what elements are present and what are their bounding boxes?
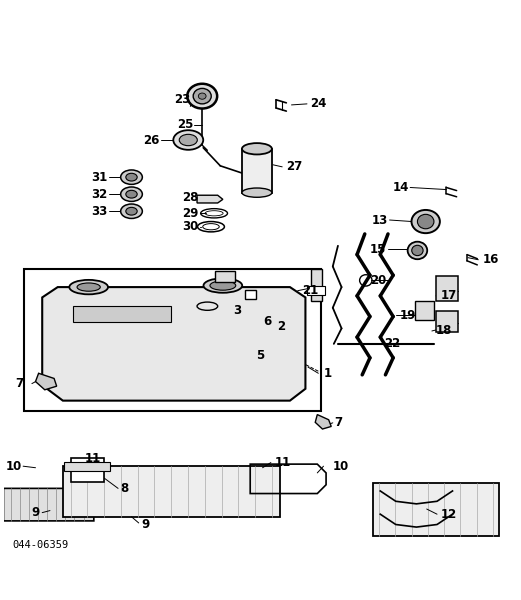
Text: 6: 6 bbox=[264, 315, 272, 328]
Text: 10: 10 bbox=[5, 460, 21, 473]
Text: 10: 10 bbox=[333, 460, 349, 473]
Polygon shape bbox=[315, 415, 331, 429]
Ellipse shape bbox=[210, 281, 236, 290]
Text: 27: 27 bbox=[287, 160, 303, 173]
Text: 32: 32 bbox=[92, 188, 108, 200]
Bar bbox=[73, 306, 171, 322]
Ellipse shape bbox=[412, 245, 423, 256]
Text: 23: 23 bbox=[174, 93, 190, 106]
Ellipse shape bbox=[69, 280, 108, 295]
Bar bbox=[71, 458, 104, 482]
Polygon shape bbox=[35, 373, 57, 390]
Bar bbox=[245, 290, 256, 299]
Polygon shape bbox=[4, 488, 94, 521]
Bar bbox=[24, 269, 321, 411]
Ellipse shape bbox=[179, 134, 197, 146]
Text: 22: 22 bbox=[384, 337, 401, 350]
Bar bbox=[436, 311, 457, 332]
Ellipse shape bbox=[121, 204, 142, 218]
Text: 5: 5 bbox=[256, 349, 265, 362]
Text: 7: 7 bbox=[15, 377, 23, 390]
Polygon shape bbox=[42, 287, 305, 401]
Ellipse shape bbox=[412, 210, 440, 233]
Text: 15: 15 bbox=[370, 243, 387, 256]
Ellipse shape bbox=[77, 283, 100, 291]
Bar bbox=[65, 462, 110, 472]
Text: 12: 12 bbox=[441, 508, 457, 521]
Text: 11: 11 bbox=[85, 452, 101, 466]
Text: 17: 17 bbox=[441, 289, 457, 302]
Bar bbox=[311, 269, 322, 301]
Polygon shape bbox=[373, 483, 499, 536]
Ellipse shape bbox=[126, 190, 137, 198]
Text: 30: 30 bbox=[182, 220, 199, 233]
Text: 8: 8 bbox=[121, 482, 129, 495]
Text: 7: 7 bbox=[334, 416, 342, 430]
Bar bbox=[436, 276, 457, 301]
Ellipse shape bbox=[126, 208, 137, 215]
Text: 33: 33 bbox=[92, 205, 108, 218]
Text: 1: 1 bbox=[324, 367, 332, 380]
Bar bbox=[242, 149, 272, 193]
Ellipse shape bbox=[407, 242, 427, 259]
Ellipse shape bbox=[126, 173, 137, 181]
Text: 16: 16 bbox=[482, 253, 499, 266]
Text: 13: 13 bbox=[372, 214, 388, 227]
Text: 29: 29 bbox=[182, 207, 199, 220]
Ellipse shape bbox=[173, 130, 203, 150]
Ellipse shape bbox=[242, 143, 272, 154]
Polygon shape bbox=[63, 466, 280, 517]
Text: 25: 25 bbox=[177, 118, 193, 131]
Text: 31: 31 bbox=[92, 170, 108, 184]
Text: 26: 26 bbox=[143, 134, 159, 146]
Ellipse shape bbox=[199, 93, 206, 99]
Text: 2: 2 bbox=[277, 320, 285, 334]
Bar bbox=[415, 301, 434, 320]
Text: 14: 14 bbox=[392, 181, 408, 194]
Ellipse shape bbox=[417, 214, 434, 229]
Text: 18: 18 bbox=[436, 325, 452, 337]
Text: 24: 24 bbox=[311, 97, 327, 110]
Bar bbox=[307, 286, 325, 295]
Text: 28: 28 bbox=[182, 191, 199, 205]
Ellipse shape bbox=[187, 84, 217, 109]
Text: 21: 21 bbox=[302, 284, 318, 297]
Ellipse shape bbox=[193, 88, 211, 104]
Text: 3: 3 bbox=[233, 304, 241, 317]
Ellipse shape bbox=[242, 188, 272, 197]
Ellipse shape bbox=[121, 170, 142, 184]
Text: 20: 20 bbox=[370, 274, 387, 287]
Text: 9: 9 bbox=[141, 518, 150, 531]
Ellipse shape bbox=[121, 187, 142, 202]
Text: 044-06359: 044-06359 bbox=[13, 541, 69, 550]
Text: 4: 4 bbox=[138, 308, 146, 321]
Text: 19: 19 bbox=[400, 309, 416, 322]
Text: 9: 9 bbox=[31, 506, 40, 519]
Text: 11: 11 bbox=[275, 456, 291, 469]
Ellipse shape bbox=[204, 278, 242, 293]
Bar bbox=[215, 271, 235, 282]
Polygon shape bbox=[197, 195, 223, 203]
